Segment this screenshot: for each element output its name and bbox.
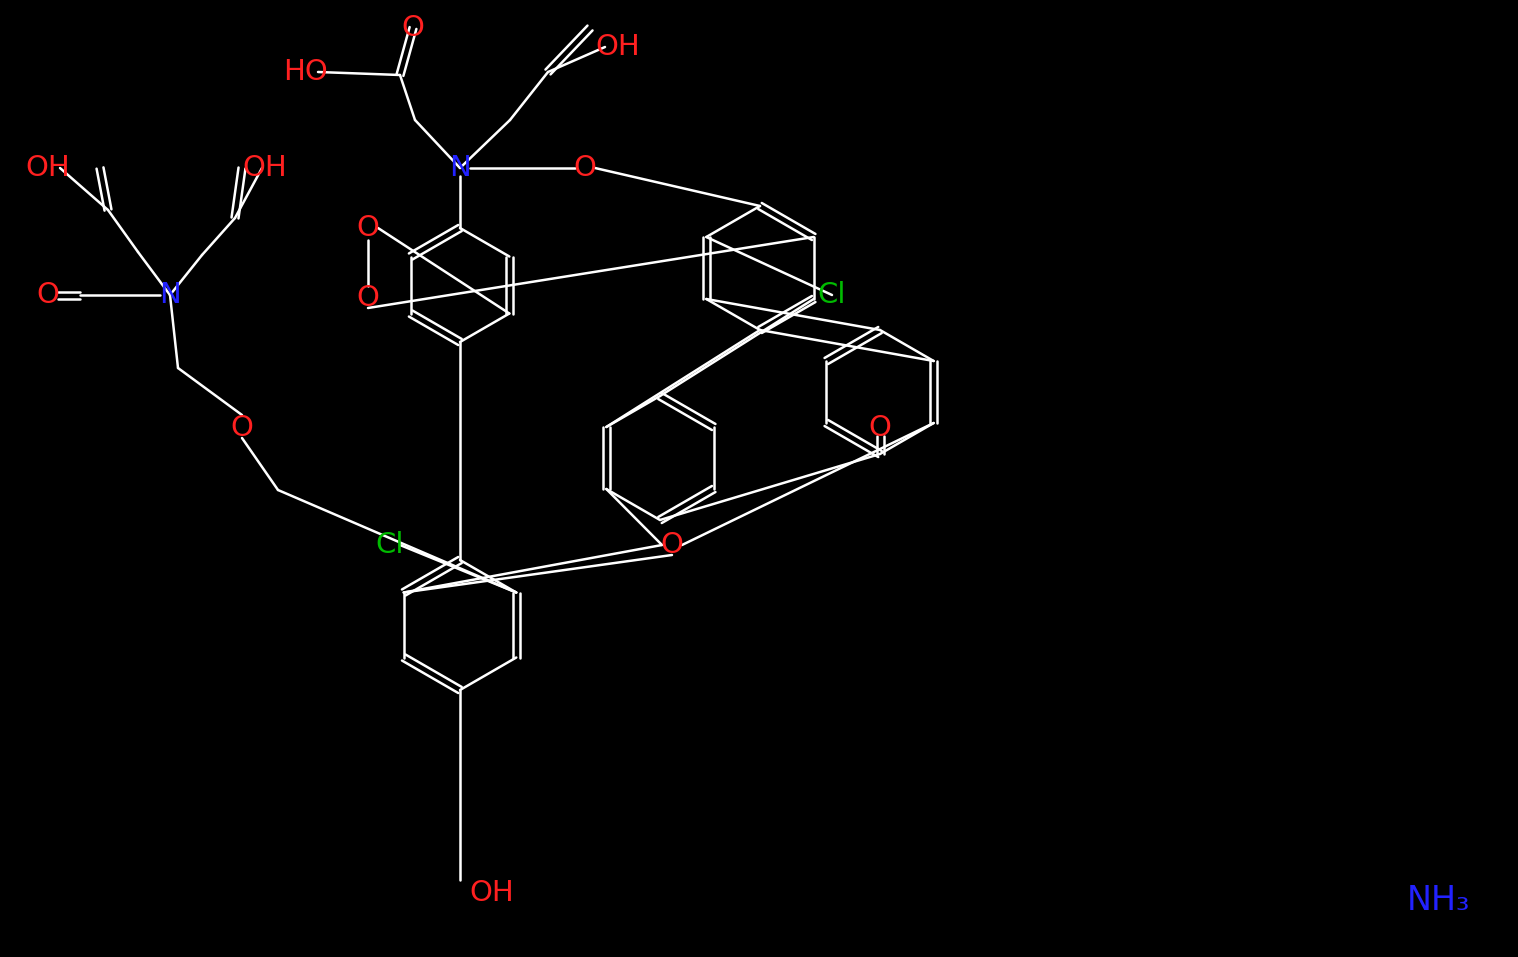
- Text: N: N: [159, 281, 181, 309]
- Text: HO: HO: [282, 58, 328, 86]
- Text: O: O: [868, 414, 891, 442]
- Text: NH₃: NH₃: [1406, 883, 1469, 917]
- Text: OH: OH: [595, 33, 641, 61]
- Text: O: O: [402, 14, 425, 42]
- Text: O: O: [231, 414, 254, 442]
- Text: O: O: [36, 281, 59, 309]
- Text: O: O: [660, 531, 683, 559]
- Text: OH: OH: [243, 154, 287, 182]
- Text: OH: OH: [26, 154, 70, 182]
- Text: O: O: [357, 284, 380, 312]
- Text: OH: OH: [469, 879, 515, 907]
- Text: Cl: Cl: [818, 281, 846, 309]
- Text: O: O: [574, 154, 597, 182]
- Text: Cl: Cl: [376, 531, 404, 559]
- Text: O: O: [357, 214, 380, 242]
- Text: N: N: [449, 154, 471, 182]
